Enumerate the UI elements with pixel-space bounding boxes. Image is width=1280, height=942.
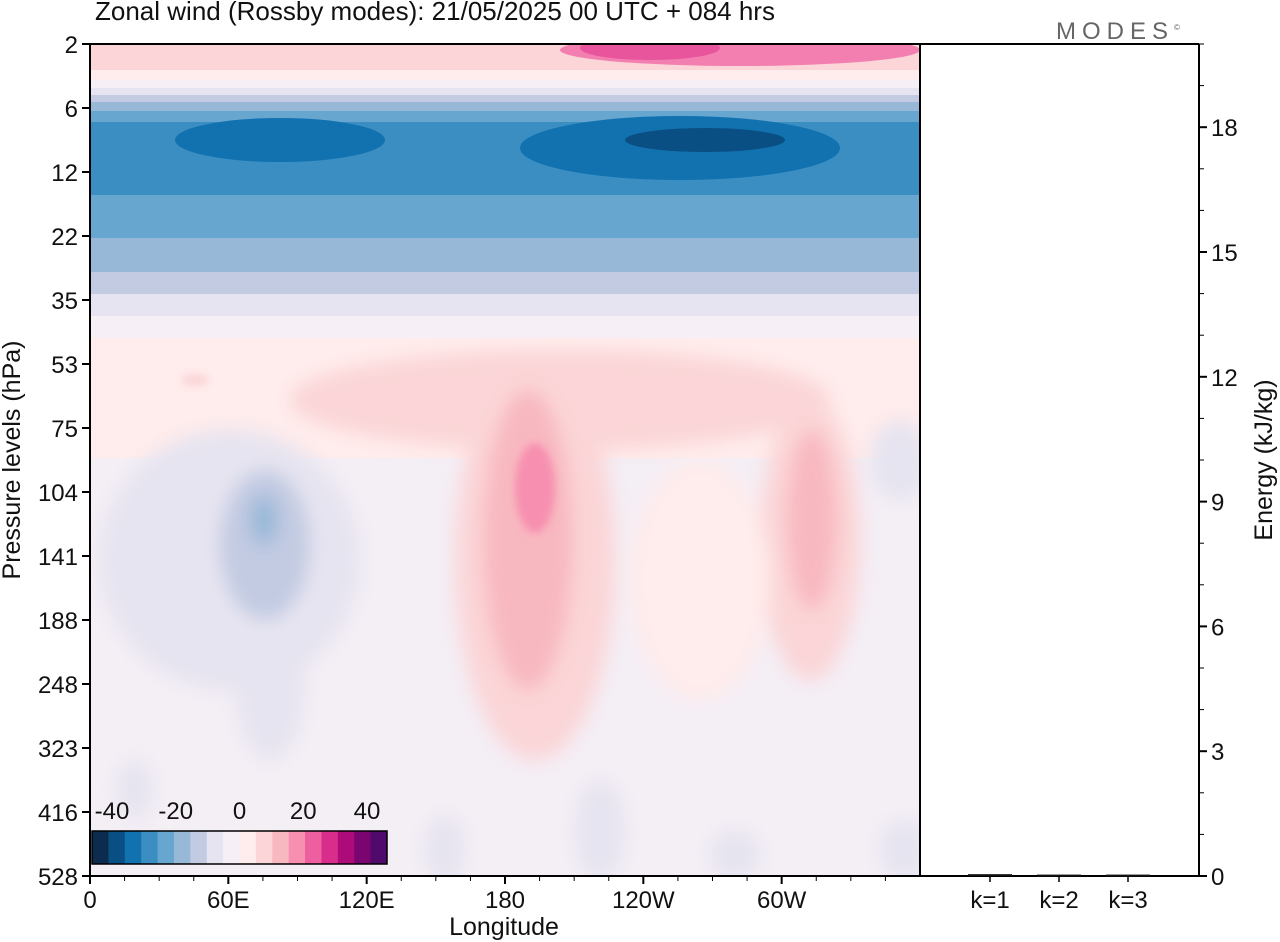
- logo-mark: ©: [1174, 23, 1180, 32]
- colorbar-tick-label: 40: [354, 798, 381, 825]
- jet-core-west: [175, 118, 385, 162]
- y-tick-label: 528: [38, 864, 78, 891]
- colorbar-swatch: [190, 831, 208, 864]
- energy-axis-label: Energy (kJ/kg): [1250, 379, 1278, 540]
- blob-lavender-bottom-1: [575, 780, 625, 876]
- energy-tick-label: 15: [1211, 240, 1238, 267]
- blob-rose-180: [483, 390, 573, 690]
- energy-bar: [1106, 874, 1150, 877]
- band-white: [90, 80, 920, 90]
- blob-west-blue: [250, 495, 278, 545]
- colorbar-swatch: [206, 831, 224, 864]
- y-tick-label: 75: [51, 416, 78, 443]
- energy-tick-label: 6: [1211, 614, 1224, 641]
- band-mid-blue-2: [90, 238, 920, 273]
- blob-pink-east: [630, 460, 770, 700]
- y-tick-label: 188: [38, 608, 78, 635]
- x-tick-label: 60W: [757, 887, 807, 914]
- band-white-2: [90, 316, 920, 340]
- colorbar: -40 -20 0 20 40: [91, 798, 388, 865]
- blob-rose-60w: [787, 430, 837, 610]
- colorbar-swatch: [370, 831, 388, 864]
- energy-bar-panel: 0 3 6 9 12 15 18 k=1 k=2 k=3: [920, 43, 1238, 914]
- band-blue: [90, 111, 920, 123]
- colorbar-tick-label: 0: [233, 798, 246, 825]
- energy-tick-label: 3: [1211, 739, 1224, 766]
- energy-bar: [968, 874, 1012, 877]
- colorbar-swatch: [239, 831, 257, 864]
- x-tick-label: 0: [83, 887, 96, 914]
- colorbar-frame: [91, 830, 388, 865]
- energy-category-label: k=3: [1108, 887, 1147, 914]
- energy-bar: [1037, 874, 1081, 877]
- band-mid-blue: [90, 102, 920, 112]
- x-tick-label: 120W: [612, 887, 675, 914]
- blob-top-magenta-core: [580, 44, 720, 60]
- y-tick-label: 104: [38, 480, 78, 507]
- blob-west-lavender-tail: [235, 600, 305, 760]
- colorbar-swatch: [108, 831, 126, 864]
- y-tick-label: 53: [51, 352, 78, 379]
- y-tick-label: 248: [38, 672, 78, 699]
- colorbar-swatch: [173, 831, 191, 864]
- band-upper-blue: [90, 195, 920, 240]
- y-tick-label: 141: [38, 544, 78, 571]
- band-lavender-2: [90, 294, 920, 318]
- y-axis-pressure: 2 6 12 22 35 53 75 104 141 188 248 323 416 528: [38, 32, 90, 891]
- y-tick-label: 35: [51, 288, 78, 315]
- y-tick-label: 22: [51, 224, 78, 251]
- x-tick-label: 120E: [339, 887, 395, 914]
- energy-tick-label: 0: [1211, 864, 1224, 891]
- band-lavender: [90, 88, 920, 96]
- blob-lavender-east: [870, 420, 920, 500]
- band-gray-blue-2: [90, 272, 920, 296]
- colorbar-swatch: [223, 831, 240, 864]
- y-tick-label: 416: [38, 800, 78, 827]
- y-tick-label: 6: [65, 96, 78, 123]
- colorbar-swatch: [92, 831, 109, 864]
- colorbar-swatch: [321, 831, 339, 864]
- chart-title: Zonal wind (Rossby modes): 21/05/2025 00…: [95, 0, 775, 26]
- energy-tick-label: 12: [1211, 365, 1238, 392]
- x-tick-label: 60E: [207, 887, 250, 914]
- colorbar-swatch: [255, 831, 273, 864]
- y-axis-label: Pressure levels (hPa): [0, 341, 26, 580]
- colorbar-tick-label: -20: [158, 798, 193, 825]
- blob-lavender-bottom-4: [880, 820, 920, 876]
- colorbar-swatch: [124, 831, 142, 864]
- blob-lavender-bottom-2: [425, 815, 465, 876]
- colorbar-swatch: [305, 831, 322, 864]
- blob-lavender-bottom-3: [710, 830, 760, 876]
- blob-small-pink: [181, 374, 209, 386]
- jet-core-dark: [625, 128, 785, 152]
- x-tick-label: 180: [485, 887, 525, 914]
- logo-text: MODES: [1056, 18, 1175, 45]
- colorbar-swatch: [157, 831, 175, 864]
- modes-logo: MODES©: [1056, 18, 1180, 46]
- x-axis-longitude: 0 60E 120E 180 120W 60W: [83, 876, 886, 914]
- colorbar-tick-label: 20: [290, 798, 317, 825]
- colorbar-swatch: [141, 831, 159, 864]
- colorbar-swatch: [272, 831, 290, 864]
- colorbar-swatch: [288, 831, 306, 864]
- energy-category-label: k=1: [970, 887, 1009, 914]
- colorbar-tick-label: -40: [95, 798, 130, 825]
- energy-category-label: k=2: [1039, 887, 1078, 914]
- blob-west-grayblue: [220, 470, 310, 620]
- blob-lavender-bottom-5: [117, 760, 153, 820]
- y-tick-label: 323: [38, 736, 78, 763]
- colorbar-swatch: [354, 831, 372, 864]
- energy-tick-label: 18: [1211, 115, 1238, 142]
- band-gray-blue: [90, 95, 920, 103]
- energy-tick-label: 9: [1211, 490, 1224, 517]
- band-light-pink: [90, 70, 920, 82]
- colorbar-swatch: [337, 831, 355, 864]
- y-tick-label: 2: [65, 32, 78, 59]
- zonal-wind-field: [90, 44, 920, 876]
- blob-magenta-180: [515, 443, 555, 533]
- y-tick-label: 12: [51, 160, 78, 187]
- x-axis-label: Longitude: [449, 913, 559, 941]
